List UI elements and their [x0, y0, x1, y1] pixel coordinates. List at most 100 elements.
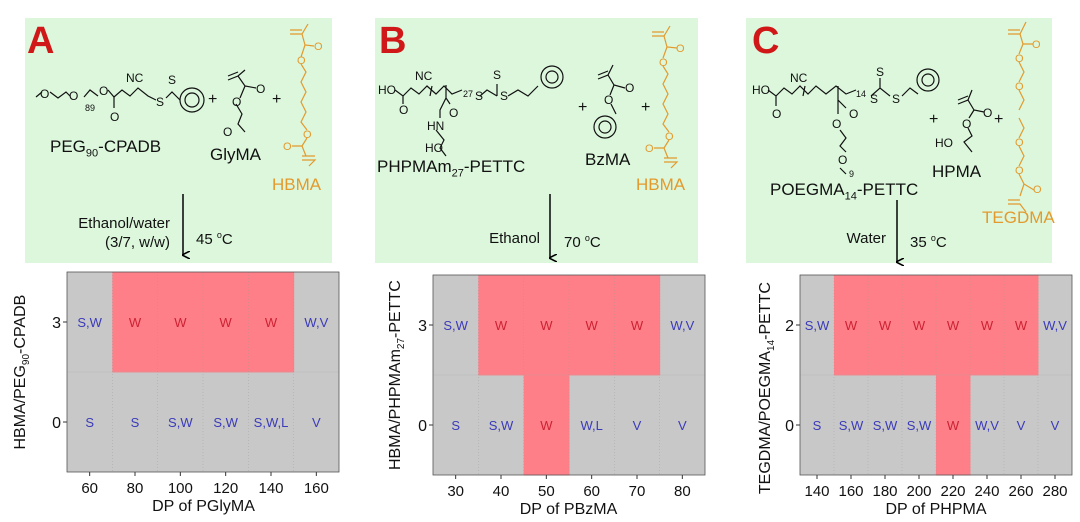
y-tick-label: 3: [418, 318, 427, 335]
cell-label: S: [131, 415, 140, 430]
glyma-structure: [227, 69, 257, 133]
highlight-cell: [970, 275, 1005, 376]
x-tick-label: 80: [674, 483, 691, 500]
svg-text:O: O: [1032, 39, 1041, 51]
svg-text:HO: HO: [752, 83, 770, 97]
panel-b-temperature: 70 oC: [564, 233, 601, 251]
svg-text:+: +: [208, 91, 217, 108]
panel-b-letter: B: [379, 20, 407, 62]
panel-c-solvent: Water: [846, 230, 886, 247]
svg-text:HN: HN: [427, 119, 444, 133]
panel-b-crosslinker-label: HBMA: [636, 175, 686, 194]
svg-text:O: O: [256, 82, 265, 96]
cell-label: W: [129, 315, 142, 330]
cell-label: W: [947, 418, 960, 433]
cell-label: V: [678, 418, 687, 433]
cell-label: V: [312, 415, 321, 430]
x-tick-label: 240: [974, 483, 999, 500]
svg-text:O: O: [832, 117, 841, 131]
cell-label: S: [85, 415, 94, 430]
x-tick-label: 30: [447, 483, 464, 500]
svg-text:O: O: [1015, 137, 1024, 149]
highlight-cell: [248, 272, 295, 373]
svg-text:O: O: [962, 117, 971, 131]
svg-text:O: O: [665, 131, 674, 143]
x-tick-label: 120: [213, 480, 238, 497]
x-tick-label: 180: [872, 483, 897, 500]
svg-text:S: S: [156, 95, 164, 109]
svg-text:+: +: [929, 111, 938, 128]
phpma-pettc-structure: [394, 65, 564, 157]
x-tick-label: 260: [1008, 483, 1033, 500]
poegma-pettc-atoms: HO O NC 14 S S S O O O 9: [752, 65, 900, 179]
svg-text:89: 89: [85, 103, 95, 113]
plot-frame: [432, 274, 706, 476]
x-tick-label: 280: [1042, 483, 1067, 500]
cell-label: W: [265, 315, 278, 330]
highlight-cell: [157, 272, 204, 373]
phase-diagram-a-x-title: DP of PGlyMA: [152, 498, 255, 515]
svg-text:O: O: [314, 41, 323, 53]
highlight-cell: [523, 275, 570, 376]
svg-text:O: O: [297, 55, 306, 67]
phase-diagram-a: S,W W W W W W,V S S S,W S,W S,W,L V 60 80 100 120 140 160…: [52, 271, 340, 497]
svg-text:NC: NC: [790, 71, 808, 85]
cell-label: W: [879, 318, 892, 333]
highlight-cell: [868, 275, 903, 376]
panel-b-scheme: [375, 18, 698, 263]
cell-label: V: [633, 418, 642, 433]
x-tick-label: 50: [538, 483, 555, 500]
cell-label: S,W,L: [254, 415, 289, 430]
cell-label: W: [540, 418, 553, 433]
cell-label: S: [813, 418, 822, 433]
x-tick-label: 60: [81, 480, 98, 497]
x-tick-label: 160: [304, 480, 329, 497]
svg-text:O: O: [983, 106, 992, 120]
panel-a-crosslinker-label: HBMA: [272, 175, 322, 194]
svg-text:O: O: [232, 95, 241, 109]
cell-label: W,V: [304, 315, 328, 330]
panel-a-letter: A: [27, 20, 55, 62]
svg-text:HO: HO: [425, 141, 443, 155]
cell-label: W: [631, 318, 644, 333]
cell-label: S,W: [443, 318, 468, 333]
cell-label: S,W: [213, 415, 238, 430]
panel-a-scheme: [25, 18, 332, 263]
phase-diagram-b-y-title: HBMA/PHPMAm27-PETTC: [386, 280, 408, 470]
y-tick-label: 0: [785, 418, 794, 435]
cell-label: W,V: [975, 418, 999, 433]
svg-text:14: 14: [856, 89, 866, 99]
panel-b-solvent: Ethanol: [489, 230, 540, 247]
panel-a-temperature: 45 oC: [196, 230, 233, 248]
highlight-cell: [523, 375, 570, 476]
svg-text:S: S: [168, 73, 176, 87]
svg-text:O: O: [399, 103, 408, 117]
cell-label: S,W: [873, 418, 898, 433]
cell-label: W: [1015, 318, 1028, 333]
x-tick-label: 200: [906, 483, 931, 500]
svg-text:S: S: [475, 89, 483, 103]
bzma-structure: [593, 64, 626, 139]
svg-text:HO: HO: [378, 83, 396, 97]
highlight-cell: [936, 375, 971, 476]
poegma-pettc-structure: [767, 68, 940, 175]
highlight-cell: [902, 275, 937, 376]
cell-label: W: [586, 318, 599, 333]
cell-label: S,W: [77, 315, 102, 330]
cell-label: V: [1051, 418, 1060, 433]
x-tick-label: 80: [127, 480, 144, 497]
panel-c-temperature: 35 oC: [910, 233, 947, 251]
cell-label: W: [220, 315, 233, 330]
peg-cpadb-structure: [35, 87, 205, 113]
svg-text:27: 27: [463, 89, 473, 99]
phase-diagram-c-x-title: DP of PHPMA: [885, 501, 987, 518]
highlight-cell: [614, 275, 661, 376]
cell-label: W: [947, 318, 960, 333]
y-tick-label: 0: [52, 415, 61, 432]
y-tick-label: 0: [418, 418, 427, 435]
svg-text:O: O: [449, 106, 458, 120]
svg-text:O: O: [645, 143, 654, 155]
svg-text:HO: HO: [935, 136, 953, 150]
